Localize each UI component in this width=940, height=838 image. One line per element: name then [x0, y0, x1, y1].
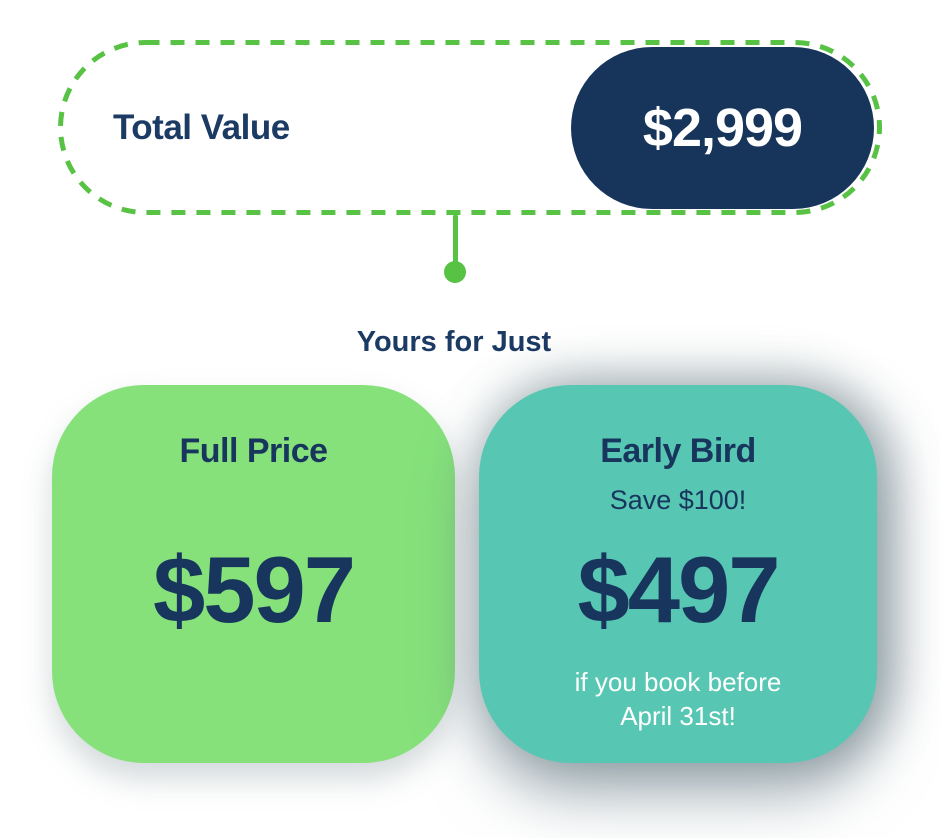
- total-value-label: Total Value: [113, 107, 290, 147]
- total-value-amount: $2,999: [642, 97, 803, 158]
- plan-price-full-price: $597: [152, 537, 356, 642]
- plan-title-full-price: Full Price: [179, 432, 328, 470]
- plan-card-early-bird[interactable]: Early Bird Save $100! $497 if you book b…: [479, 385, 877, 763]
- pricing-cards-row: Full Price $597 Early Bird Save $100! $4…: [52, 385, 877, 763]
- plan-price-early-bird: $497: [577, 537, 780, 642]
- dashed-border: [58, 40, 882, 215]
- plan-deadline-note-line1: if you book before: [574, 667, 782, 697]
- total-value-content: Total Value $2,999: [58, 40, 882, 215]
- plan-deadline-note-line2: April 31st!: [620, 701, 736, 731]
- plan-card-full-price[interactable]: Full Price $597: [52, 385, 455, 763]
- total-value-banner: Total Value $2,999: [58, 40, 882, 215]
- total-value-pill: $2,999: [571, 46, 874, 209]
- connector-dot: [444, 261, 466, 283]
- connector-line: [453, 214, 458, 266]
- plan-title-early-bird: Early Bird: [600, 432, 756, 470]
- yours-for-just-label: Yours for Just: [356, 326, 552, 358]
- plan-deadline-note: if you book before April 31st!: [479, 665, 877, 733]
- plan-subtitle-early-bird: Save $100!: [609, 485, 747, 515]
